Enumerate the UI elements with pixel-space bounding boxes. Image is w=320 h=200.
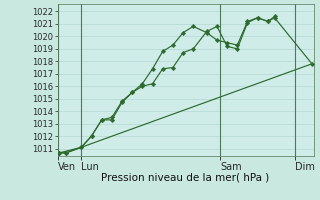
- X-axis label: Pression niveau de la mer( hPa ): Pression niveau de la mer( hPa ): [101, 173, 270, 183]
